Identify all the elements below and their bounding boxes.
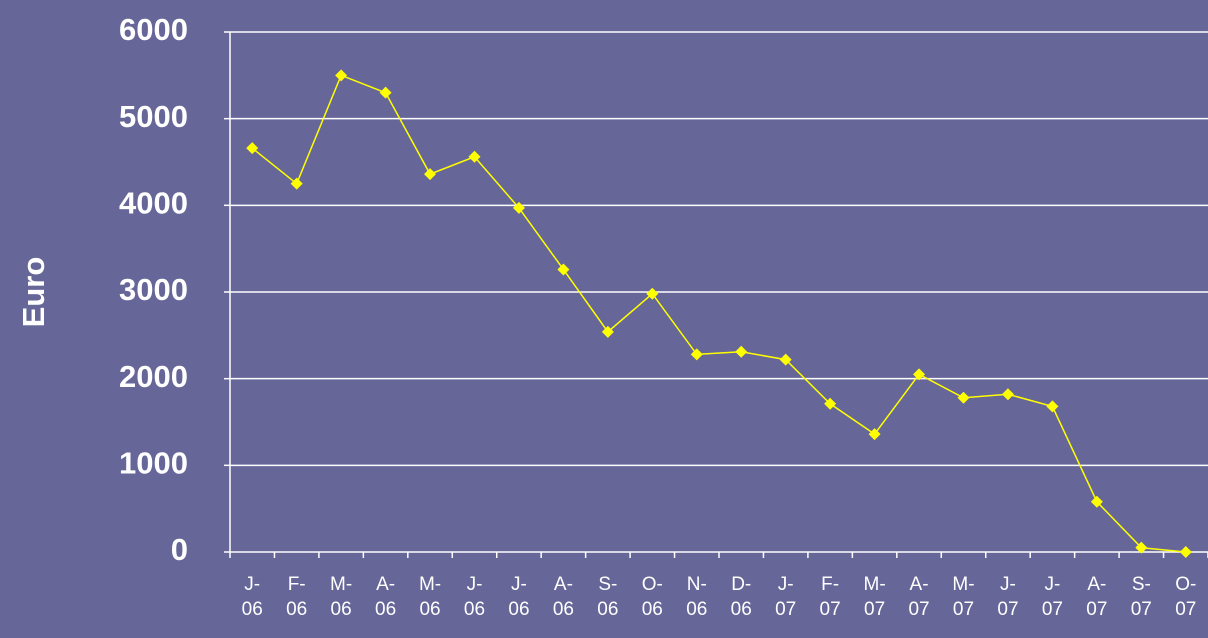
marker [1135,541,1148,554]
x-tick-label: J-07 [997,574,1019,620]
x-tick-label: J-07 [775,574,797,620]
marker [690,348,703,361]
marker [868,428,881,441]
x-tick-label: J-06 [241,574,263,620]
x-tick-label: J-06 [463,574,486,620]
x-tick-label: M-07 [863,574,886,620]
marker [1001,388,1014,401]
x-tick-label: M-06 [418,574,442,620]
x-tick-label: N-06 [686,574,708,620]
marker [557,263,570,276]
marker [379,86,392,99]
y-tick-label: 1000 [119,446,188,481]
marker [335,69,348,82]
x-tick-label: F-07 [819,574,841,620]
y-tick-label: 2000 [119,359,188,394]
y-tick-label: 0 [171,532,188,567]
marker [957,391,970,404]
marker [1046,400,1059,413]
y-tick-label: 4000 [119,186,188,221]
y-axis-label: Euro [16,257,51,328]
x-tick-label: A-06 [375,574,397,620]
x-tick-label: O-06 [641,574,663,620]
x-tick-label: M-07 [952,574,975,620]
line [251,74,1186,553]
marker [779,353,792,366]
x-tick-label: S-06 [597,574,619,620]
marker [512,201,525,214]
x-tick-label: O-07 [1175,574,1197,620]
x-tick-label: J-06 [508,574,530,620]
marker [424,168,437,181]
marker [646,287,659,300]
x-tick-label: A-07 [1086,574,1108,620]
marker [913,368,926,381]
marker [468,150,481,163]
x-tick-label: A-07 [908,574,930,620]
x-tick-label: M-06 [330,574,353,620]
y-tick-label: 3000 [119,272,188,307]
x-tick-label: S-07 [1130,574,1152,620]
marker [601,325,614,338]
x-tick-label: A-06 [552,574,574,620]
marker [1179,546,1192,558]
y-tick-label: 5000 [119,99,188,134]
marker [1090,495,1103,508]
marker [735,345,748,358]
marker [824,397,837,410]
y-tick-label: 6000 [119,12,188,47]
marker [290,177,303,190]
x-tick-label: J-07 [1041,574,1063,620]
x-tick-label: D-06 [730,574,752,620]
marker [246,142,259,155]
x-tick-label: F-06 [286,574,308,620]
